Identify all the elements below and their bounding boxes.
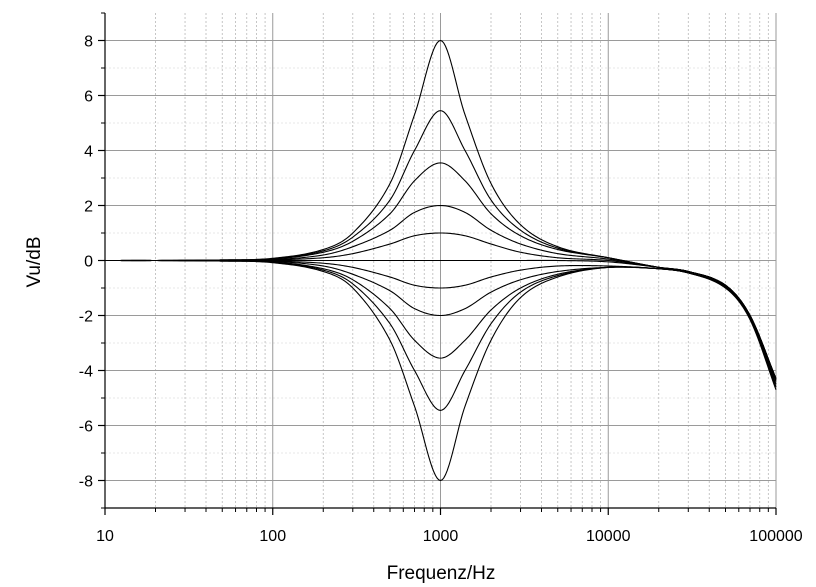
x-axis-title: Frequenz/Hz	[387, 563, 496, 584]
response-curve-11	[105, 259, 777, 482]
y-tick-label: 4	[84, 144, 93, 161]
x-tick-label: 10	[96, 528, 114, 545]
y-tick-label: 0	[84, 254, 93, 271]
y-tick-label: 6	[84, 89, 93, 106]
x-tick-label: 1000	[423, 528, 459, 545]
response-curves	[105, 39, 777, 482]
y-tick-label: -6	[79, 419, 93, 436]
y-tick-label: 8	[84, 34, 93, 51]
y-axis-title: Vu/dB	[24, 236, 45, 287]
y-tick-label: 2	[84, 199, 93, 216]
y-tick-label: -4	[79, 364, 93, 381]
y-axis-ticks: -8 -6 -4 -2 0 2 4 6 8	[79, 12, 105, 509]
x-tick-label: 100000	[749, 528, 802, 545]
y-tick-label: -8	[79, 474, 93, 491]
x-tick-label: 10000	[586, 528, 631, 545]
x-axis-ticks: 10 100 1000 10000 100000	[96, 508, 803, 545]
x-tick-label: 100	[259, 528, 286, 545]
y-tick-label: -2	[79, 309, 93, 326]
